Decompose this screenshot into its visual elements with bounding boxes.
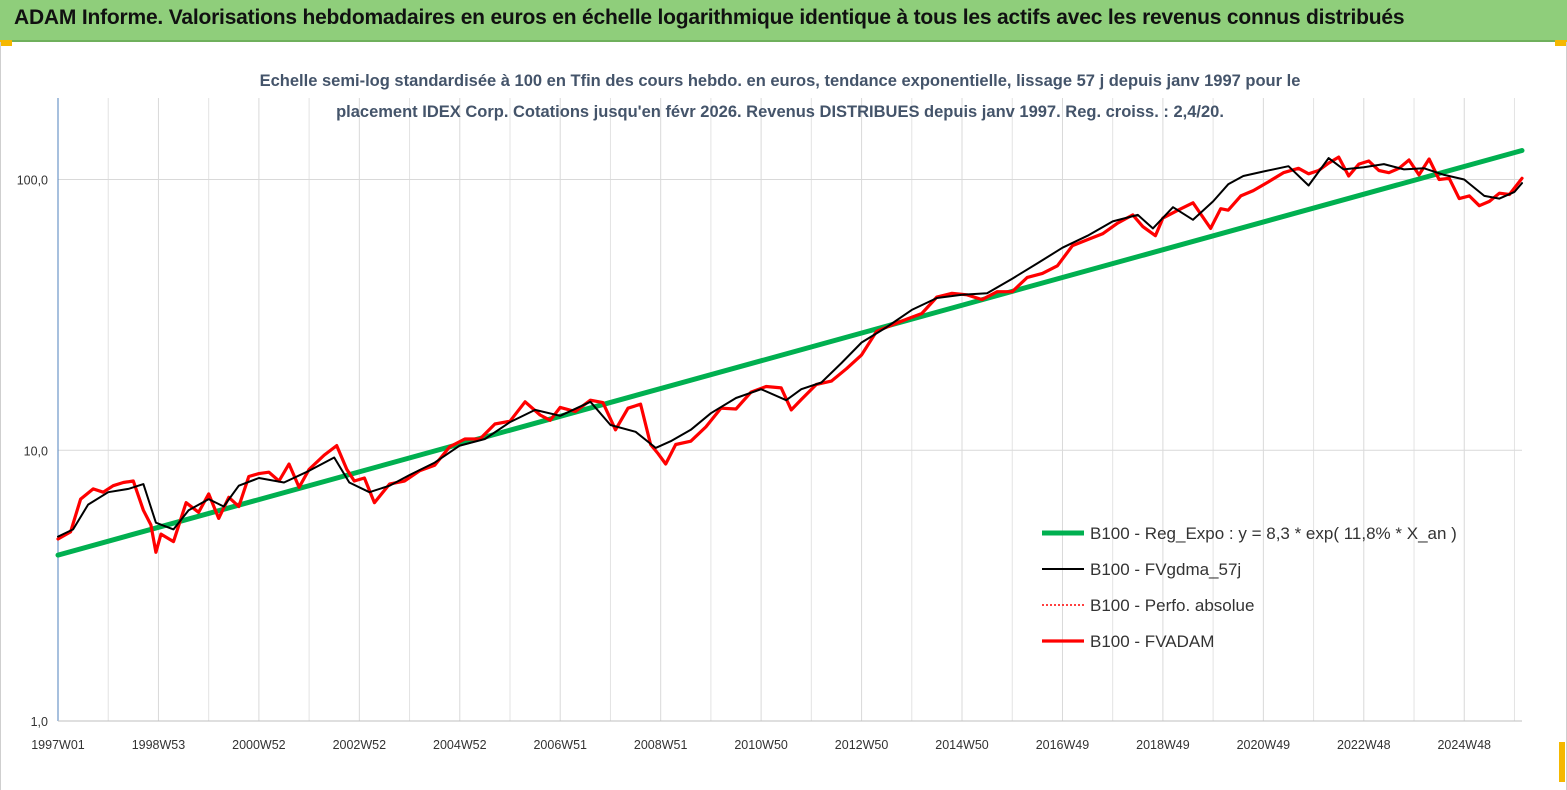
x-tick-label: 2024W48 [1437, 738, 1491, 752]
y-tick-label: 1,0 [31, 715, 48, 729]
y-tick-label: 10,0 [24, 444, 48, 458]
x-tick-label: 2008W51 [634, 738, 688, 752]
x-tick-label: 2010W50 [734, 738, 788, 752]
x-tick-label: 2004W52 [433, 738, 487, 752]
corner-marker-top-left [0, 40, 12, 46]
x-tick-label: 2016W49 [1036, 738, 1090, 752]
x-tick-label: 2014W50 [935, 738, 989, 752]
y-tick-label: 100,0 [17, 174, 48, 188]
x-tick-label: 2006W51 [533, 738, 587, 752]
legend-label: B100 - Reg_Expo : y = 8,3 * exp( 11,8% *… [1090, 524, 1457, 543]
corner-marker-bottom-right [1559, 742, 1565, 782]
series-layer [55, 148, 1525, 558]
x-tick-label: 2012W50 [835, 738, 889, 752]
report-title: ADAM Informe. Valorisations hebdomadaire… [14, 6, 1405, 29]
x-tick-label: 2020W49 [1237, 738, 1291, 752]
x-tick-label: 1997W01 [31, 738, 85, 752]
legend: B100 - Reg_Expo : y = 8,3 * exp( 11,8% *… [1042, 524, 1457, 651]
report-banner: ADAM Informe. Valorisations hebdomadaire… [0, 0, 1567, 42]
x-tick-label: 1998W53 [132, 738, 186, 752]
legend-label: B100 - FVgdma_57j [1090, 560, 1241, 579]
series-line-thin-black [57, 157, 1523, 538]
legend-label: B100 - Perfo. absolue [1090, 596, 1254, 615]
x-tick-label: 2022W48 [1337, 738, 1391, 752]
legend-label: B100 - FVADAM [1090, 632, 1214, 651]
corner-marker-top-right [1555, 40, 1567, 46]
chart-title-line-2: placement IDEX Corp. Cotations jusqu'en … [336, 103, 1224, 121]
x-tick-label: 2018W49 [1136, 738, 1190, 752]
series-line-thick-green [55, 148, 1525, 558]
chart-title-line-1: Echelle semi-log standardisée à 100 en T… [260, 72, 1301, 90]
x-tick-label: 2002W52 [333, 738, 387, 752]
x-tick-label: 2000W52 [232, 738, 286, 752]
axis-layer: 1997W01 1998W53 2000W52 2002W52 2004W52 2006W… [17, 98, 1522, 752]
